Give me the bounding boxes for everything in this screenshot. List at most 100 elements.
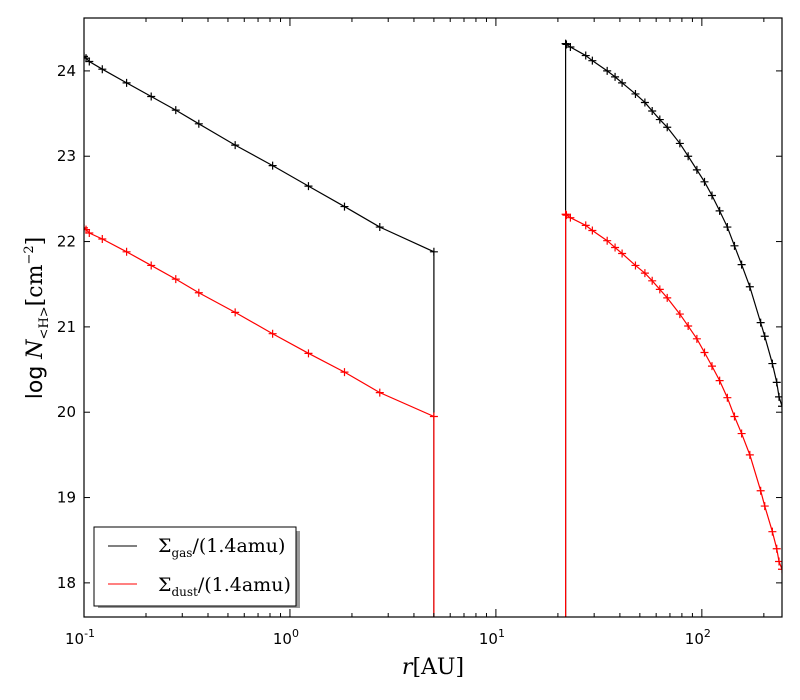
legend-gas-symbol: Σ [158, 535, 171, 557]
data-point-gas [648, 107, 657, 116]
data-point-dust [723, 393, 732, 402]
y-label-sup: −2 [22, 245, 37, 264]
y-label-var: N [23, 339, 48, 360]
data-point-dust [745, 450, 754, 459]
data-point-gas [692, 165, 701, 174]
data-point-gas [675, 139, 684, 148]
ticks-layer: 18 19 20 21 22 23 24 10-1 100 101 102 [57, 18, 782, 648]
data-point-gas [561, 39, 570, 48]
data-point-gas [340, 202, 349, 211]
data-point-gas [375, 223, 384, 232]
data-point-dust [684, 322, 693, 331]
data-point-dust [737, 429, 746, 438]
data-point-dust [707, 362, 716, 371]
data-point-gas [84, 52, 88, 61]
data-point-dust [640, 269, 649, 278]
y-tick-label: 22 [57, 233, 76, 251]
data-point-dust [375, 388, 384, 397]
data-point-gas [756, 318, 765, 327]
legend-label-gas: Σgas/(1.4amu) [158, 535, 285, 560]
data-point-dust [655, 285, 664, 294]
data-point-dust [603, 236, 612, 245]
data-point-dust [268, 329, 277, 338]
data-point-gas [778, 402, 782, 411]
data-point-dust [84, 223, 88, 232]
data-point-dust [700, 348, 709, 357]
data-point-dust [581, 221, 590, 230]
legend-dust-sub: dust [171, 585, 198, 599]
data-point-dust [611, 243, 620, 252]
data-point-dust [147, 261, 156, 270]
plot-frame [83, 17, 783, 618]
data-point-dust [171, 275, 180, 284]
y-tick-label: 18 [57, 574, 76, 592]
data-point-dust [768, 527, 777, 536]
y-tick-label: 20 [57, 403, 76, 421]
data-point-gas [640, 98, 649, 107]
data-point-gas [723, 223, 732, 232]
data-point-dust [648, 276, 657, 285]
data-point-gas [760, 332, 769, 341]
data-point-gas [611, 72, 620, 81]
data-point-gas [745, 282, 754, 291]
data-point-dust [304, 349, 313, 358]
data-point-dust [429, 412, 438, 421]
data-point-gas [85, 57, 94, 66]
legend: Σgas/(1.4amu) Σdust/(1.4amu) [93, 526, 300, 608]
data-point-dust [561, 210, 570, 219]
series-line-gas [565, 42, 782, 617]
data-point-dust [756, 486, 765, 495]
legend-gas-rest: /(1.4amu) [192, 535, 285, 557]
x-tick-label: 10-1 [65, 627, 95, 648]
data-point-dust [631, 261, 640, 270]
data-point-gas [772, 378, 781, 387]
x-tick-label: 102 [685, 627, 711, 648]
data-point-gas [715, 206, 724, 215]
data-point-dust [122, 247, 131, 256]
data-point-gas [429, 247, 438, 256]
legend-label-dust: Σdust/(1.4amu) [158, 574, 291, 599]
data-point-gas [122, 78, 131, 87]
data-point-gas [618, 78, 627, 87]
y-tick-label: 19 [57, 489, 76, 507]
data-point-dust [566, 213, 575, 222]
legend-gas-sub: gas [171, 546, 192, 560]
y-label-close: ] [23, 237, 48, 246]
y-tick-label: 21 [57, 318, 76, 336]
x-tick-label: 100 [273, 627, 299, 648]
y-label-unit: [cm [23, 264, 48, 306]
x-axis-label: r[AU] [402, 655, 464, 680]
data-point-gas [684, 152, 693, 161]
y-label-prefix: log [23, 359, 48, 400]
data-point-dust [715, 376, 724, 385]
data-point-gas [768, 359, 777, 368]
data-point-gas [231, 141, 240, 150]
x-label-unit: [AU] [412, 655, 464, 680]
data-point-dust [730, 412, 739, 421]
data-point-gas [566, 43, 575, 52]
data-point-dust [663, 293, 672, 302]
data-point-dust [675, 310, 684, 319]
data-point-dust [98, 234, 107, 243]
data-point-gas [655, 115, 664, 124]
data-point-dust [340, 368, 349, 377]
legend-box [93, 526, 297, 607]
data-point-dust [692, 334, 701, 343]
data-point-gas [588, 56, 597, 65]
x-label-var: r [402, 655, 414, 680]
data-point-dust [588, 226, 597, 235]
data-point-gas [147, 92, 156, 101]
data-point-gas [603, 66, 612, 75]
data-point-gas [268, 161, 277, 170]
data-point-dust [778, 565, 782, 574]
legend-dust-rest: /(1.4amu) [198, 574, 291, 596]
data-point-gas [581, 51, 590, 60]
data-point-gas [304, 182, 313, 191]
y-axis-label: log N<H>[cm−2] [22, 237, 52, 399]
data-point-gas [700, 177, 709, 186]
data-point-gas [730, 241, 739, 250]
y-tick-label: 24 [57, 62, 76, 80]
data-point-dust [231, 308, 240, 317]
data-point-gas [737, 260, 746, 269]
